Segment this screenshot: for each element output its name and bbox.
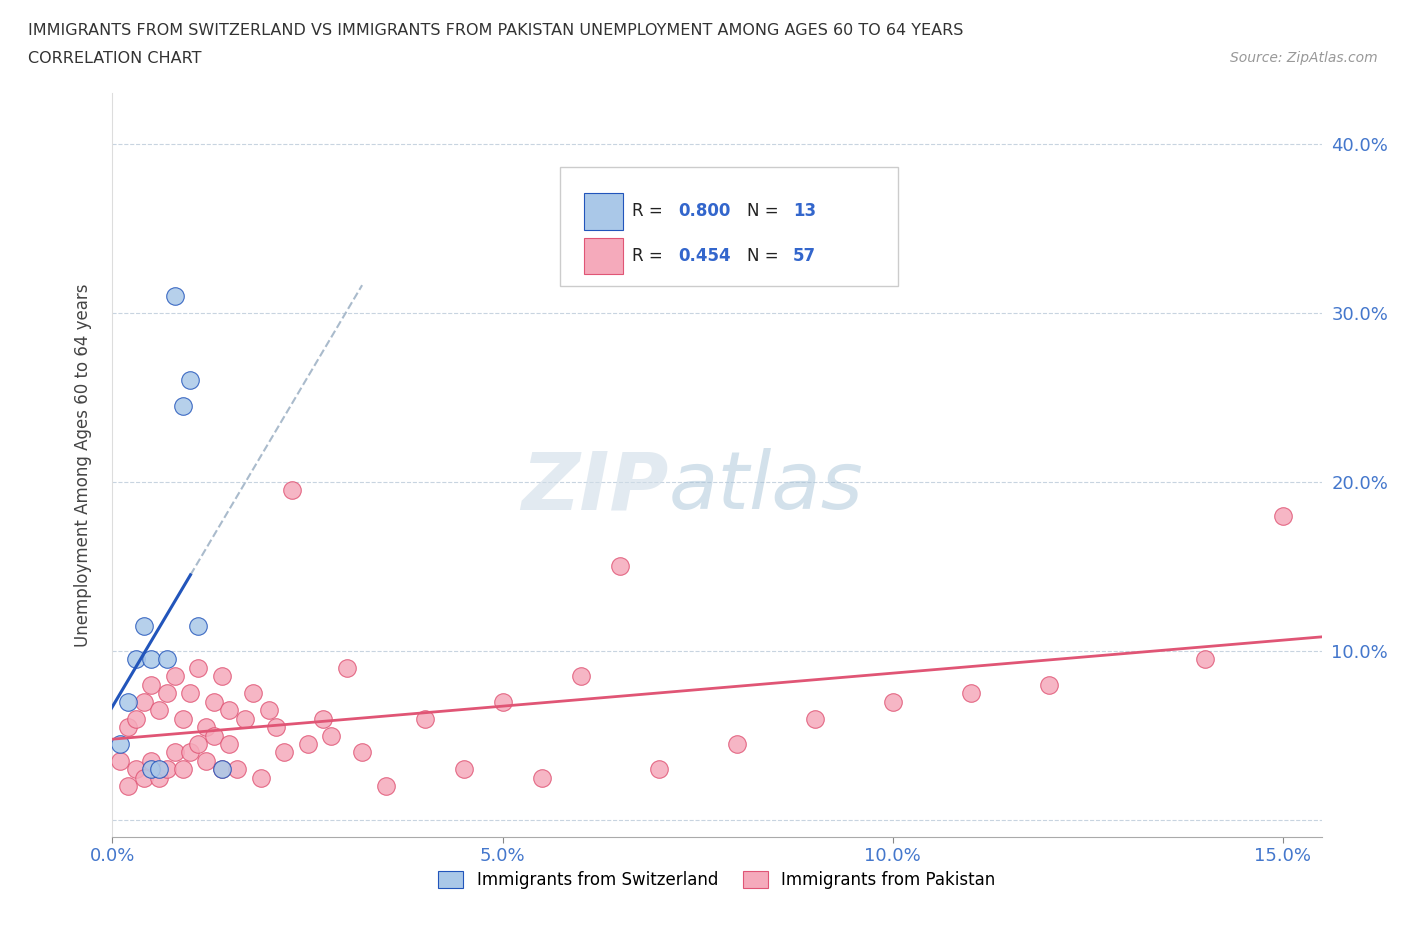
Text: 57: 57 [793, 247, 817, 265]
Text: N =: N = [748, 247, 785, 265]
Text: IMMIGRANTS FROM SWITZERLAND VS IMMIGRANTS FROM PAKISTAN UNEMPLOYMENT AMONG AGES : IMMIGRANTS FROM SWITZERLAND VS IMMIGRANT… [28, 23, 963, 38]
Text: 0.800: 0.800 [678, 203, 731, 220]
Text: atlas: atlas [669, 448, 863, 526]
Point [352, 745, 374, 760]
Point [156, 685, 179, 700]
Point [110, 737, 132, 751]
Legend: Immigrants from Switzerland, Immigrants from Pakistan: Immigrants from Switzerland, Immigrants … [432, 864, 1002, 896]
Point [132, 618, 155, 633]
Point [163, 745, 186, 760]
Point [413, 711, 436, 726]
Point [141, 753, 163, 768]
Point [179, 745, 201, 760]
Point [218, 703, 240, 718]
Point [117, 695, 139, 710]
Point [233, 711, 256, 726]
Point [148, 762, 170, 777]
Point [312, 711, 335, 726]
Point [211, 762, 233, 777]
Point [110, 753, 132, 768]
Point [1271, 509, 1294, 524]
Point [132, 770, 155, 785]
Point [273, 745, 295, 760]
Point [1038, 677, 1060, 692]
Text: R =: R = [633, 203, 668, 220]
Point [187, 660, 209, 675]
Point [257, 703, 280, 718]
FancyBboxPatch shape [583, 238, 623, 274]
Point [148, 770, 170, 785]
Point [226, 762, 249, 777]
Point [202, 728, 225, 743]
Point [647, 762, 669, 777]
Point [569, 669, 592, 684]
Point [609, 559, 631, 574]
Point [179, 373, 201, 388]
Point [195, 753, 218, 768]
Point [163, 288, 186, 303]
Point [163, 669, 186, 684]
Point [141, 762, 163, 777]
Point [187, 618, 209, 633]
Point [211, 762, 233, 777]
Point [297, 737, 319, 751]
Point [172, 398, 194, 413]
Point [117, 778, 139, 793]
Point [959, 685, 981, 700]
Point [156, 762, 179, 777]
Point [242, 685, 264, 700]
FancyBboxPatch shape [583, 193, 623, 230]
Point [172, 762, 194, 777]
Text: R =: R = [633, 247, 668, 265]
Point [882, 695, 904, 710]
FancyBboxPatch shape [560, 167, 898, 286]
Point [187, 737, 209, 751]
Text: 0.454: 0.454 [678, 247, 731, 265]
Point [319, 728, 342, 743]
Point [156, 652, 179, 667]
Point [148, 703, 170, 718]
Point [374, 778, 396, 793]
Text: CORRELATION CHART: CORRELATION CHART [28, 51, 201, 66]
Point [125, 652, 148, 667]
Point [172, 711, 194, 726]
Point [132, 695, 155, 710]
Point [218, 737, 240, 751]
Point [202, 695, 225, 710]
Point [335, 660, 357, 675]
Point [530, 770, 553, 785]
Text: ZIP: ZIP [522, 448, 669, 526]
Text: 13: 13 [793, 203, 817, 220]
Point [281, 483, 304, 498]
Text: Source: ZipAtlas.com: Source: ZipAtlas.com [1230, 51, 1378, 65]
Point [1194, 652, 1216, 667]
Point [141, 677, 163, 692]
Point [125, 711, 148, 726]
Point [453, 762, 475, 777]
Point [179, 685, 201, 700]
Point [249, 770, 271, 785]
Point [266, 720, 288, 735]
Y-axis label: Unemployment Among Ages 60 to 64 years: Unemployment Among Ages 60 to 64 years [73, 284, 91, 646]
Point [141, 652, 163, 667]
Point [125, 762, 148, 777]
Point [803, 711, 825, 726]
Point [725, 737, 748, 751]
Point [211, 669, 233, 684]
Text: N =: N = [748, 203, 785, 220]
Point [491, 695, 513, 710]
Point [117, 720, 139, 735]
Point [195, 720, 218, 735]
